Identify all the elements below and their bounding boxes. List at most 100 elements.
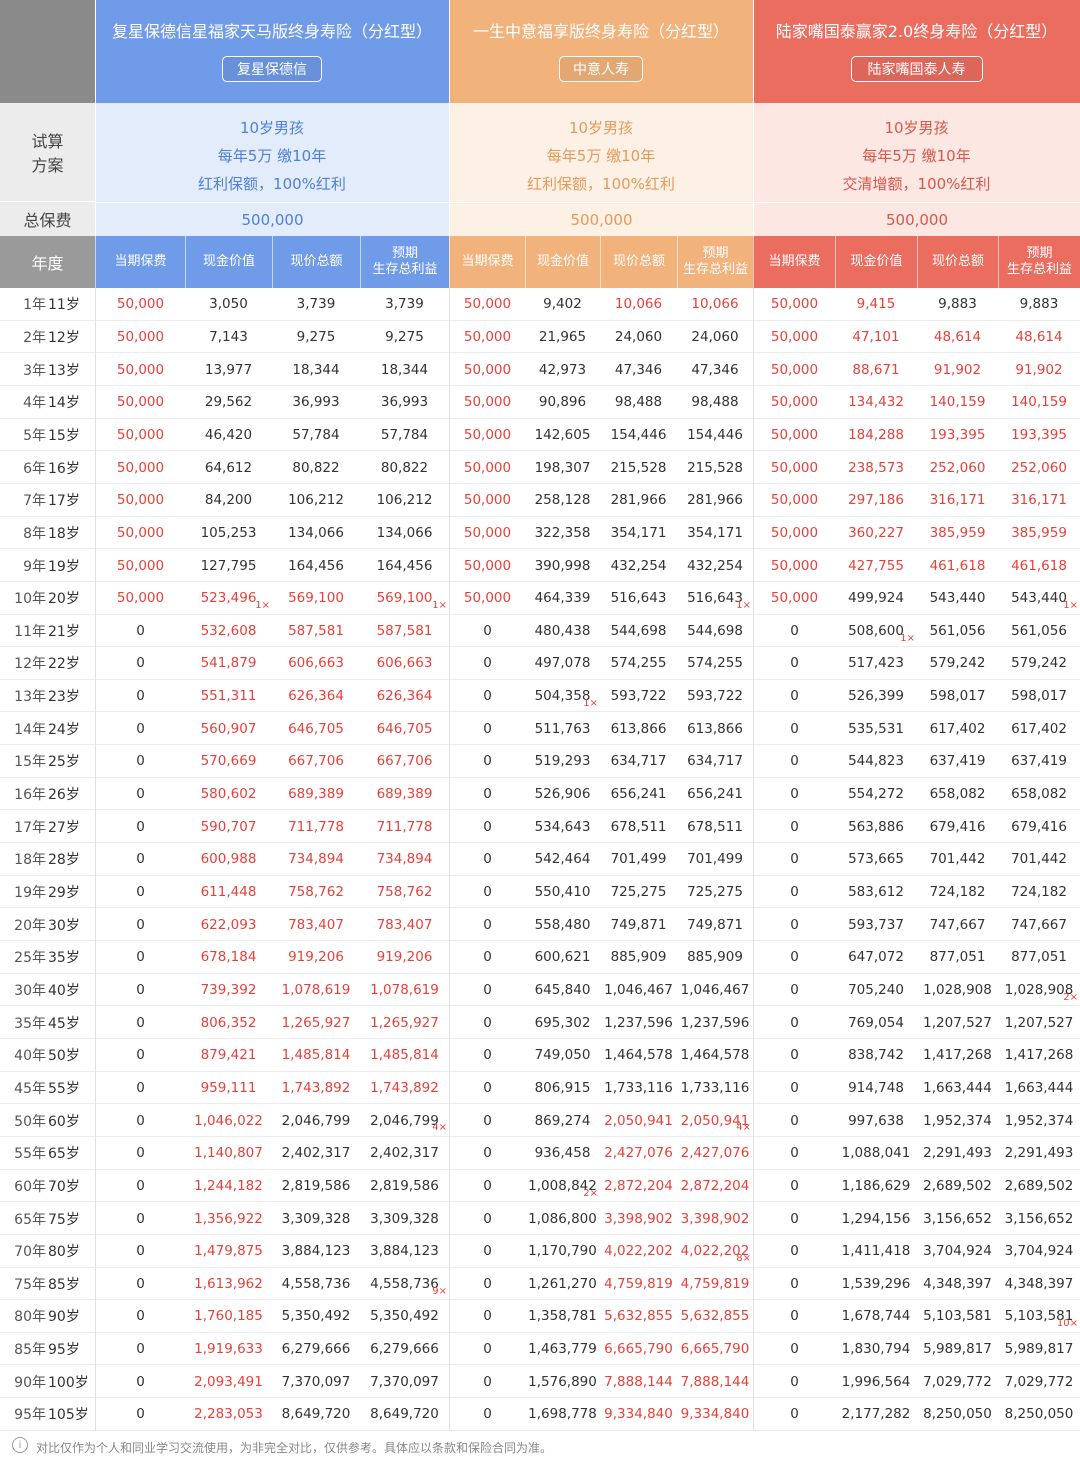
value-cell: 2,872,204 (604, 1177, 673, 1194)
value-cell: 705,240 (848, 981, 904, 998)
value-cell: 598,017 (1011, 688, 1067, 705)
value-cell: 4,348,397 (1004, 1275, 1074, 1292)
row-line (0, 842, 1080, 844)
value-cell: 734,894 (376, 851, 433, 868)
value-cell: 1,463,779 (528, 1341, 597, 1358)
value-cell: 600,988 (200, 851, 257, 868)
value-cell: 57,784 (292, 426, 340, 443)
value-cell: 0 (753, 777, 835, 811)
value-cell: 0 (449, 1202, 525, 1235)
value-cell: 783,407 (288, 916, 344, 933)
value-cell: 50,000 (449, 385, 525, 419)
value-cell: 316,171 (1011, 492, 1067, 509)
info-icon: i (12, 1437, 28, 1453)
value-cell: 0 (95, 1038, 185, 1072)
value-cell: 50,000 (95, 516, 185, 550)
value-cell: 2,689,502 (923, 1177, 992, 1194)
value-cell: 3,398,902 (604, 1210, 673, 1227)
value-cell: 1,028,908 (923, 981, 992, 998)
value-cell: 0 (449, 1038, 525, 1072)
year-cell: 7年 (23, 493, 46, 510)
age-cell: 35岁 (48, 950, 80, 967)
year-cell: 9年 (23, 558, 46, 575)
year-header: 年度 (0, 236, 95, 288)
row-line (0, 1299, 1080, 1301)
value-cell: 877,051 (929, 949, 986, 966)
column-header: 现金价值 (185, 236, 272, 288)
value-cell: 1,678,744 (841, 1308, 911, 1325)
value-cell: 0 (95, 1332, 185, 1366)
value-cell: 516,643 (610, 590, 667, 607)
value-cell: 10,066 (614, 296, 663, 313)
value-cell: 0 (449, 712, 525, 746)
value-cell: 7,888,144 (604, 1373, 673, 1390)
value-cell: 385,959 (929, 524, 986, 541)
value-cell: 4,348,397 (923, 1275, 992, 1292)
value-cell: 7,370,097 (370, 1373, 439, 1390)
value-cell: 1,613,962 (194, 1275, 263, 1292)
value-cell: 667,706 (288, 753, 344, 770)
value-cell: 0 (753, 875, 835, 909)
value-cell: 50,000 (753, 288, 835, 321)
value-cell: 47,101 (852, 328, 900, 345)
value-cell: 5,632,855 (604, 1308, 673, 1325)
row-line (0, 1135, 1080, 1137)
value-cell: 98,488 (614, 394, 663, 411)
value-cell: 1,008,842 (528, 1177, 597, 1194)
value-cell: 193,395 (929, 426, 986, 443)
value-cell: 98,488 (691, 394, 739, 411)
year-cell: 45年 (14, 1080, 46, 1097)
value-cell: 5,989,817 (1004, 1341, 1074, 1358)
value-cell: 461,618 (1011, 557, 1067, 574)
value-cell: 550,410 (534, 884, 591, 900)
value-cell: 526,399 (848, 688, 904, 705)
value-cell: 758,762 (288, 884, 344, 900)
column-header: 现金价值 (525, 236, 600, 288)
value-cell: 3,050 (209, 296, 248, 313)
value-cell: 64,612 (204, 459, 253, 476)
value-cell: 297,186 (848, 492, 904, 509)
year-cell: 6年 (23, 460, 46, 477)
value-cell: 91,902 (1015, 361, 1063, 378)
value-cell: 0 (753, 1202, 835, 1235)
value-cell: 656,241 (687, 786, 743, 803)
value-cell: 0 (753, 1038, 835, 1072)
value-cell: 593,722 (687, 688, 743, 705)
plan-line: 红利保额，100%红利 (527, 174, 675, 193)
value-cell: 0 (449, 1267, 525, 1301)
value-cell: 2,819,586 (281, 1177, 351, 1194)
value-cell: 579,242 (1011, 655, 1067, 672)
value-cell: 0 (753, 1006, 835, 1039)
multiple-note: 4× (736, 1122, 751, 1134)
value-cell: 701,442 (929, 851, 986, 868)
value-cell: 0 (449, 1300, 525, 1333)
value-cell: 50,000 (449, 451, 525, 484)
year-cell: 50年 (14, 1113, 46, 1130)
value-cell: 215,528 (610, 459, 667, 476)
value-cell: 7,888,144 (680, 1373, 750, 1390)
value-cell: 50,000 (753, 418, 835, 452)
row-line (0, 907, 1080, 909)
value-cell: 3,156,652 (1004, 1210, 1074, 1227)
value-cell: 936,458 (534, 1145, 591, 1162)
value-cell: 544,698 (687, 622, 743, 639)
value-cell: 678,511 (610, 818, 667, 835)
value-cell: 8,649,720 (370, 1406, 439, 1423)
value-cell: 523,496 (200, 590, 257, 607)
value-cell: 4,558,736 (281, 1275, 351, 1292)
column-header: 预期 生存总利益 (677, 236, 753, 288)
value-cell: 613,866 (610, 720, 667, 737)
value-cell: 593,737 (848, 916, 904, 933)
value-cell: 9,883 (938, 296, 977, 313)
value-cell: 600,621 (534, 949, 591, 966)
value-cell: 322,358 (534, 524, 591, 541)
row-line (0, 548, 1080, 550)
multiple-note: 1× (255, 600, 270, 611)
value-cell: 1,186,629 (841, 1177, 911, 1194)
age-cell: 45岁 (48, 1015, 80, 1032)
value-cell: 725,275 (687, 884, 743, 900)
value-cell: 570,669 (200, 753, 257, 770)
value-cell: 2,872,204 (680, 1177, 750, 1194)
year-cell: 10年 (14, 591, 46, 608)
value-cell: 50,000 (753, 451, 835, 484)
